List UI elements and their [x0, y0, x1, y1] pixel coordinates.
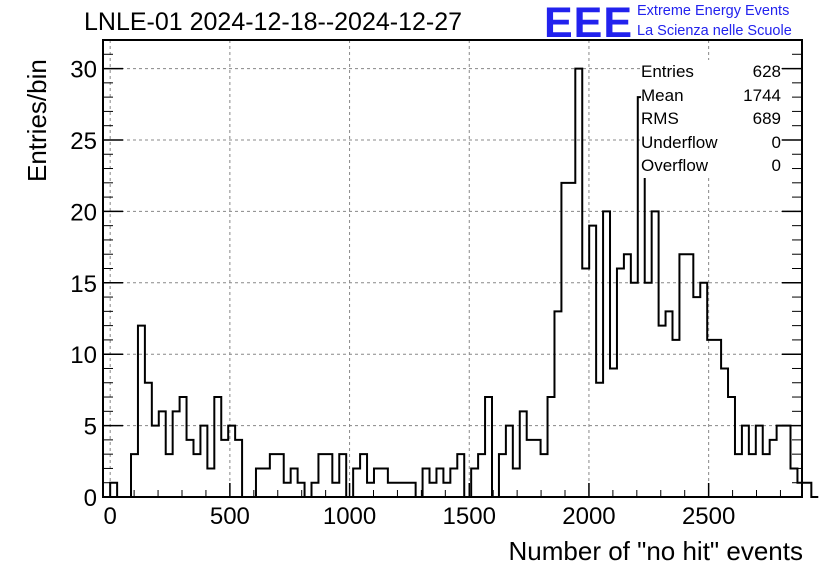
x-tick-label: 1000 — [323, 503, 376, 530]
axis-ticks — [103, 39, 802, 498]
stat-label: Entries — [641, 62, 694, 81]
stat-label: Overflow — [641, 156, 709, 175]
x-tick-label: 2000 — [562, 503, 615, 530]
stat-value: 0 — [771, 132, 781, 152]
x-tick-label: 500 — [210, 503, 250, 530]
stat-row-underflow: Underflow 0 — [641, 131, 781, 155]
y-tick-label: 25 — [70, 128, 97, 155]
y-tick-label: 0 — [84, 485, 97, 512]
y-axis-label: Entries/bin — [22, 59, 52, 182]
x-tick-label: 2500 — [682, 503, 735, 530]
axis-tick-labels: 0 500 1000 1500 2000 2500 0 5 10 15 20 25 30 — [70, 57, 735, 530]
y-tick-label: 10 — [70, 342, 97, 369]
stat-value: 689 — [752, 109, 781, 128]
y-tick-label: 5 — [84, 414, 97, 441]
y-tick-label: 15 — [70, 271, 97, 298]
y-tick-label: 30 — [70, 57, 97, 84]
stat-label: Underflow — [641, 132, 718, 152]
stat-value: 0 — [771, 156, 781, 175]
logo-line-1: Extreme Energy Events — [637, 3, 790, 19]
stat-label: RMS — [641, 109, 679, 128]
stat-label: Mean — [641, 85, 684, 105]
stat-row-entries: Entries 628 — [641, 60, 781, 84]
stat-value: 628 — [752, 62, 781, 81]
chart-title: LNLE-01 2024-12-18--2024-12-27 — [84, 8, 463, 36]
stat-value: 1744 — [743, 85, 781, 105]
eee-logo: EEE — [544, 0, 633, 48]
x-axis-label: Number of "no hit" events — [508, 536, 804, 566]
eee-logo-text: EEE — [544, 0, 634, 47]
logo-line-2: La Scienza nelle Scuole — [637, 23, 792, 39]
stat-row-rms: RMS 689 — [641, 107, 781, 131]
stat-row-mean: Mean 1744 — [641, 84, 781, 108]
stat-row-overflow: Overflow 0 — [641, 154, 781, 178]
x-tick-label: 1500 — [443, 503, 496, 530]
y-tick-label: 20 — [70, 199, 97, 226]
stats-box: Entries 628 Mean 1744 RMS 689 Underflow 0 Ov… — [641, 60, 781, 178]
x-tick-label: 0 — [104, 503, 117, 530]
